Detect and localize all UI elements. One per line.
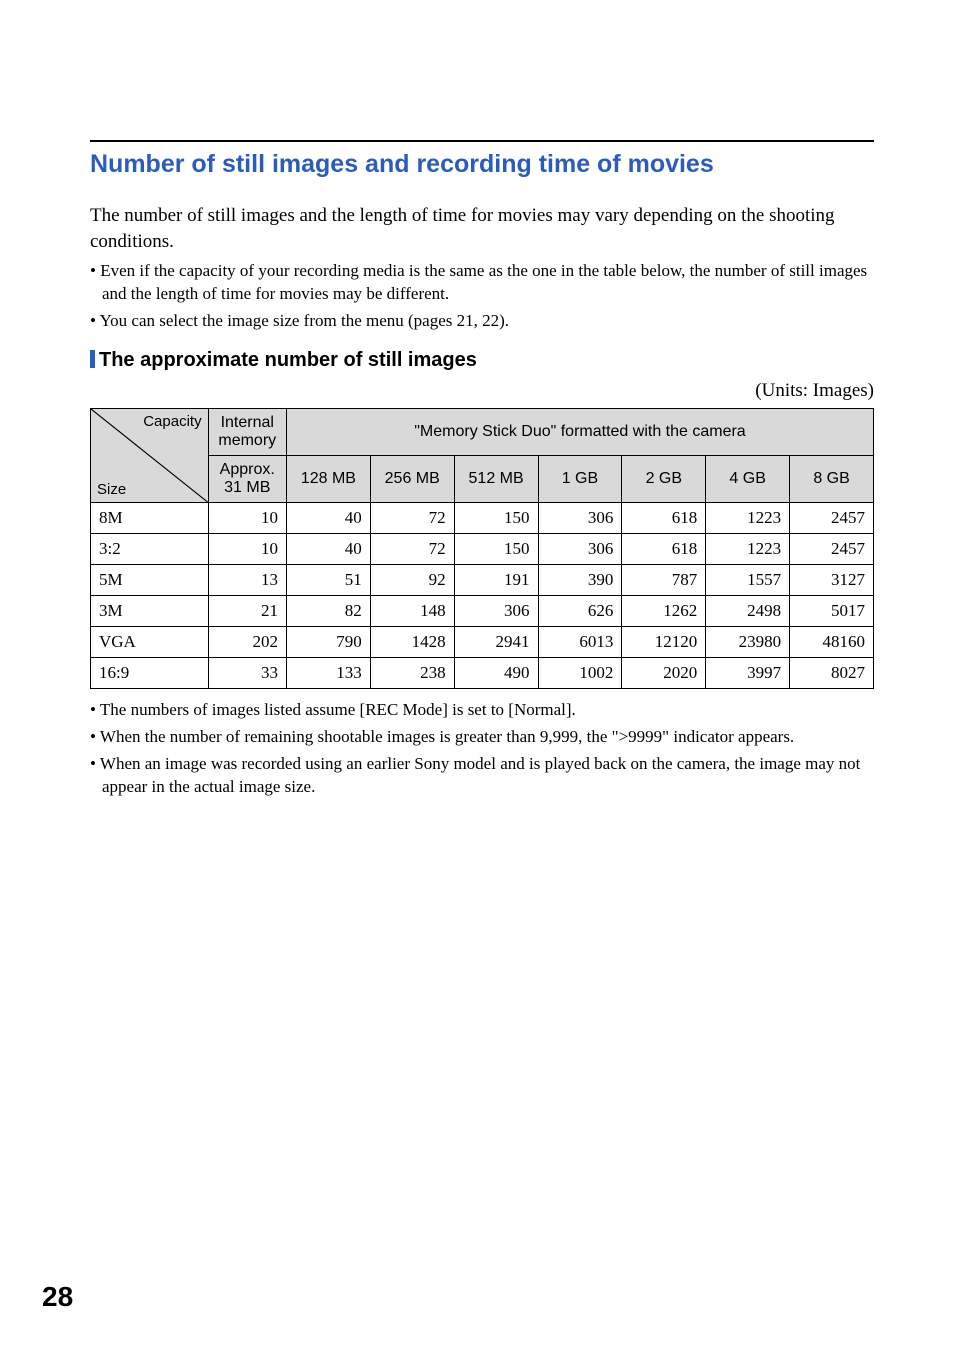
table-cell: 306 — [538, 503, 622, 534]
capacity-header: 1 GB — [538, 456, 622, 503]
table-cell: 3997 — [706, 658, 790, 689]
table-cell: 2457 — [790, 503, 874, 534]
intro-text: The number of still images and the lengt… — [90, 203, 874, 254]
table-cell: 2941 — [454, 627, 538, 658]
size-label: Size — [97, 481, 126, 498]
table-row: 8M10407215030661812232457 — [91, 503, 874, 534]
note-item: • When the number of remaining shootable… — [90, 726, 874, 749]
row-label: 16:9 — [91, 658, 209, 689]
internal-memory-header: Internal memory — [208, 409, 286, 456]
table-cell: 618 — [622, 503, 706, 534]
capacity-header: 128 MB — [286, 456, 370, 503]
notes-block: • The numbers of images listed assume [R… — [90, 699, 874, 799]
table-cell: 2498 — [706, 596, 790, 627]
table-cell: 202 — [208, 627, 286, 658]
table-cell: 191 — [454, 565, 538, 596]
row-label: VGA — [91, 627, 209, 658]
table-cell: 238 — [370, 658, 454, 689]
table-cell: 618 — [622, 534, 706, 565]
table-cell: 1223 — [706, 534, 790, 565]
table-cell: 10 — [208, 503, 286, 534]
table-cell: 2457 — [790, 534, 874, 565]
table-cell: 490 — [454, 658, 538, 689]
table-cell: 626 — [538, 596, 622, 627]
table-cell: 13 — [208, 565, 286, 596]
row-label: 3M — [91, 596, 209, 627]
heading-bar-icon — [90, 350, 95, 368]
table-cell: 306 — [538, 534, 622, 565]
table-cell: 133 — [286, 658, 370, 689]
note-item: • The numbers of images listed assume [R… — [90, 699, 874, 722]
table-cell: 10 — [208, 534, 286, 565]
table-cell: 23980 — [706, 627, 790, 658]
table-cell: 40 — [286, 503, 370, 534]
capacity-header: 512 MB — [454, 456, 538, 503]
table-cell: 48160 — [790, 627, 874, 658]
capacity-header: 2 GB — [622, 456, 706, 503]
table-cell: 82 — [286, 596, 370, 627]
capacity-header: 4 GB — [706, 456, 790, 503]
capacity-header: 256 MB — [370, 456, 454, 503]
table-cell: 1428 — [370, 627, 454, 658]
table-cell: 148 — [370, 596, 454, 627]
table-cell: 51 — [286, 565, 370, 596]
table-cell: 33 — [208, 658, 286, 689]
table-row: 3M2182148306626126224985017 — [91, 596, 874, 627]
table-cell: 72 — [370, 503, 454, 534]
table-cell: 150 — [454, 503, 538, 534]
capacity-header: 8 GB — [790, 456, 874, 503]
row-label: 8M — [91, 503, 209, 534]
table-cell: 12120 — [622, 627, 706, 658]
memory-stick-header: "Memory Stick Duo" formatted with the ca… — [286, 409, 873, 456]
table-cell: 92 — [370, 565, 454, 596]
capacity-label: Capacity — [143, 413, 201, 430]
diag-header-cell: Capacity Size — [91, 409, 209, 503]
table-cell: 8027 — [790, 658, 874, 689]
table-row: 5M13519219139078715573127 — [91, 565, 874, 596]
row-label: 3:2 — [91, 534, 209, 565]
table-cell: 390 — [538, 565, 622, 596]
units-label: (Units: Images) — [90, 380, 874, 402]
table-cell: 787 — [622, 565, 706, 596]
table-cell: 72 — [370, 534, 454, 565]
section-rule — [90, 140, 874, 142]
table-cell: 2020 — [622, 658, 706, 689]
internal-sub-header: Approx. 31 MB — [208, 456, 286, 503]
table-cell: 1262 — [622, 596, 706, 627]
table-cell: 21 — [208, 596, 286, 627]
table-cell: 1002 — [538, 658, 622, 689]
table-cell: 3127 — [790, 565, 874, 596]
table-cell: 6013 — [538, 627, 622, 658]
table-cell: 40 — [286, 534, 370, 565]
table-row: 16:9331332384901002202039978027 — [91, 658, 874, 689]
table-cell: 306 — [454, 596, 538, 627]
table-row: 3:210407215030661812232457 — [91, 534, 874, 565]
capacity-table: Capacity Size Internal memory "Memory St… — [90, 408, 874, 689]
table-cell: 5017 — [790, 596, 874, 627]
intro-bullet: • Even if the capacity of your recording… — [90, 260, 874, 306]
page-number: 28 — [42, 1281, 73, 1313]
row-label: 5M — [91, 565, 209, 596]
sub-heading-text: The approximate number of still images — [99, 349, 477, 371]
table-cell: 1223 — [706, 503, 790, 534]
intro-bullet: • You can select the image size from the… — [90, 310, 874, 333]
section-title: Number of still images and recording tim… — [90, 150, 874, 179]
table-cell: 150 — [454, 534, 538, 565]
table-header-row: Capacity Size Internal memory "Memory St… — [91, 409, 874, 456]
table-cell: 1557 — [706, 565, 790, 596]
table-cell: 790 — [286, 627, 370, 658]
table-row: VGA202790142829416013121202398048160 — [91, 627, 874, 658]
note-item: • When an image was recorded using an ea… — [90, 753, 874, 799]
sub-heading: The approximate number of still images — [90, 349, 874, 372]
